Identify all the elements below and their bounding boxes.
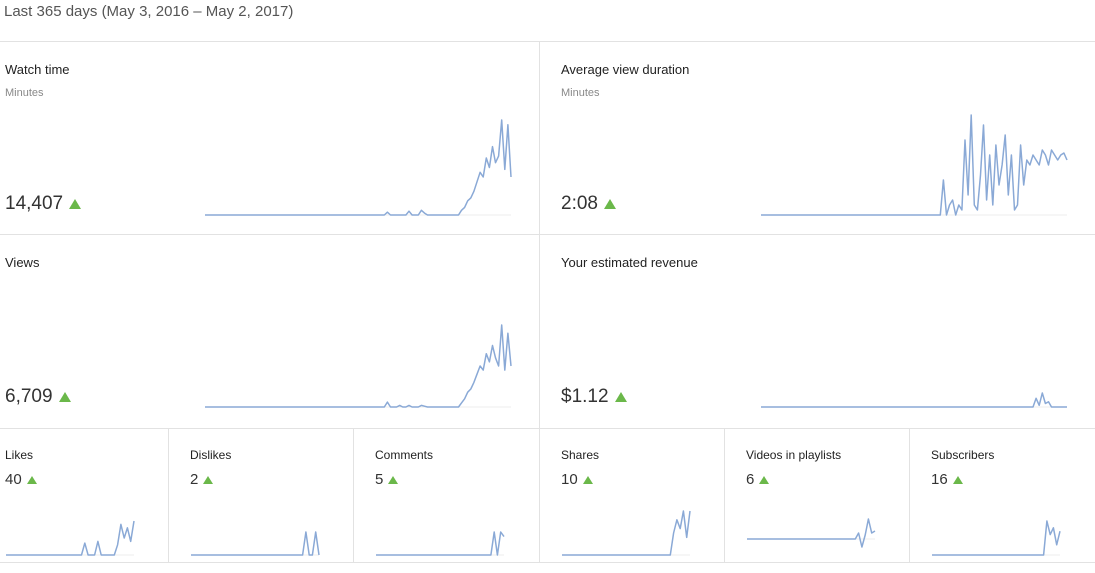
divider <box>0 562 1095 563</box>
metric-value: 5 <box>375 471 399 488</box>
divider <box>353 428 354 563</box>
metric-value: $1.12 <box>561 386 627 408</box>
series-line <box>205 119 512 216</box>
metric-value-text: 16 <box>931 471 948 488</box>
up-arrow-icon <box>388 475 399 484</box>
metric-value: 40 <box>5 471 37 488</box>
metric-value-text: 14,407 <box>5 193 64 214</box>
divider <box>539 41 540 563</box>
card-title: Dislikes <box>190 448 232 462</box>
card-title: Likes <box>5 448 34 462</box>
metric-value-text: 10 <box>561 471 578 488</box>
series-line <box>6 520 135 556</box>
shares-card[interactable]: Shares 10 <box>540 429 724 562</box>
metric-value: 10 <box>561 471 593 488</box>
divider <box>0 41 1095 42</box>
card-subtitle: Minutes <box>561 87 600 99</box>
up-arrow-icon <box>69 199 82 209</box>
watch-time-chart <box>205 119 512 216</box>
shares-chart <box>562 510 691 556</box>
avg-view-duration-card[interactable]: Average view duration Minutes 2:08 <box>540 42 1095 234</box>
metric-value: 2:08 <box>561 193 616 215</box>
dislikes-card[interactable]: Dislikes 2 <box>169 429 353 562</box>
subscribers-chart <box>932 520 1061 556</box>
estimated-revenue-card[interactable]: Your estimated revenue $1.12 <box>540 235 1095 428</box>
up-arrow-icon <box>203 475 214 484</box>
series-line <box>932 520 1061 556</box>
up-arrow-icon <box>58 392 71 402</box>
likes-card[interactable]: Likes 40 <box>0 429 168 562</box>
metric-value: 16 <box>931 471 963 488</box>
videos-in-playlists-chart <box>747 518 876 548</box>
card-title: Shares <box>561 448 600 462</box>
card-title: Subscribers <box>931 448 995 462</box>
metric-value: 6,709 <box>5 386 71 408</box>
likes-chart <box>6 520 135 556</box>
series-line <box>761 392 1067 408</box>
date-range-label: Last 365 days (May 3, 2016 – May 2, 2017… <box>4 3 294 20</box>
dislikes-chart <box>191 531 320 556</box>
divider <box>724 428 725 563</box>
comments-chart <box>376 531 505 556</box>
up-arrow-icon <box>582 475 593 484</box>
metric-value-text: $1.12 <box>561 386 609 407</box>
series-line <box>376 531 505 556</box>
metric-value-text: 2 <box>190 471 199 488</box>
card-subtitle: Minutes <box>5 87 44 99</box>
card-title: Videos in playlists <box>746 448 842 462</box>
up-arrow-icon <box>26 475 37 484</box>
card-title: Your estimated revenue <box>561 255 698 270</box>
metric-value-text: 6,709 <box>5 386 53 407</box>
divider <box>909 428 910 563</box>
up-arrow-icon <box>759 475 770 484</box>
metric-value: 6 <box>746 471 770 488</box>
metric-value-text: 5 <box>375 471 384 488</box>
divider <box>0 428 1095 429</box>
up-arrow-icon <box>952 475 963 484</box>
metric-value-text: 6 <box>746 471 755 488</box>
metric-value: 2 <box>190 471 214 488</box>
watch-time-card[interactable]: Watch time Minutes 14,407 <box>0 42 539 234</box>
up-arrow-icon <box>603 199 616 209</box>
series-line <box>562 510 691 556</box>
videos-in-playlists-card[interactable]: Videos in playlists 6 <box>725 429 909 562</box>
card-title: Comments <box>375 448 434 462</box>
comments-card[interactable]: Comments 5 <box>354 429 539 562</box>
series-line <box>191 531 320 556</box>
series-line <box>205 324 512 408</box>
up-arrow-icon <box>614 392 627 402</box>
views-card[interactable]: Views 6,709 <box>0 235 539 428</box>
card-title: Watch time <box>5 62 70 77</box>
series-line <box>747 518 876 548</box>
card-title: Average view duration <box>561 62 690 77</box>
subscribers-card[interactable]: Subscribers 16 <box>910 429 1095 562</box>
series-line <box>761 114 1068 216</box>
metric-value: 14,407 <box>5 193 82 215</box>
card-title: Views <box>5 255 40 270</box>
divider <box>168 428 169 563</box>
divider <box>0 234 1095 235</box>
estimated-revenue-chart <box>761 392 1067 408</box>
views-chart <box>205 324 512 408</box>
metric-value-text: 2:08 <box>561 193 598 214</box>
metric-value-text: 40 <box>5 471 22 488</box>
avg-view-duration-chart <box>761 114 1068 216</box>
